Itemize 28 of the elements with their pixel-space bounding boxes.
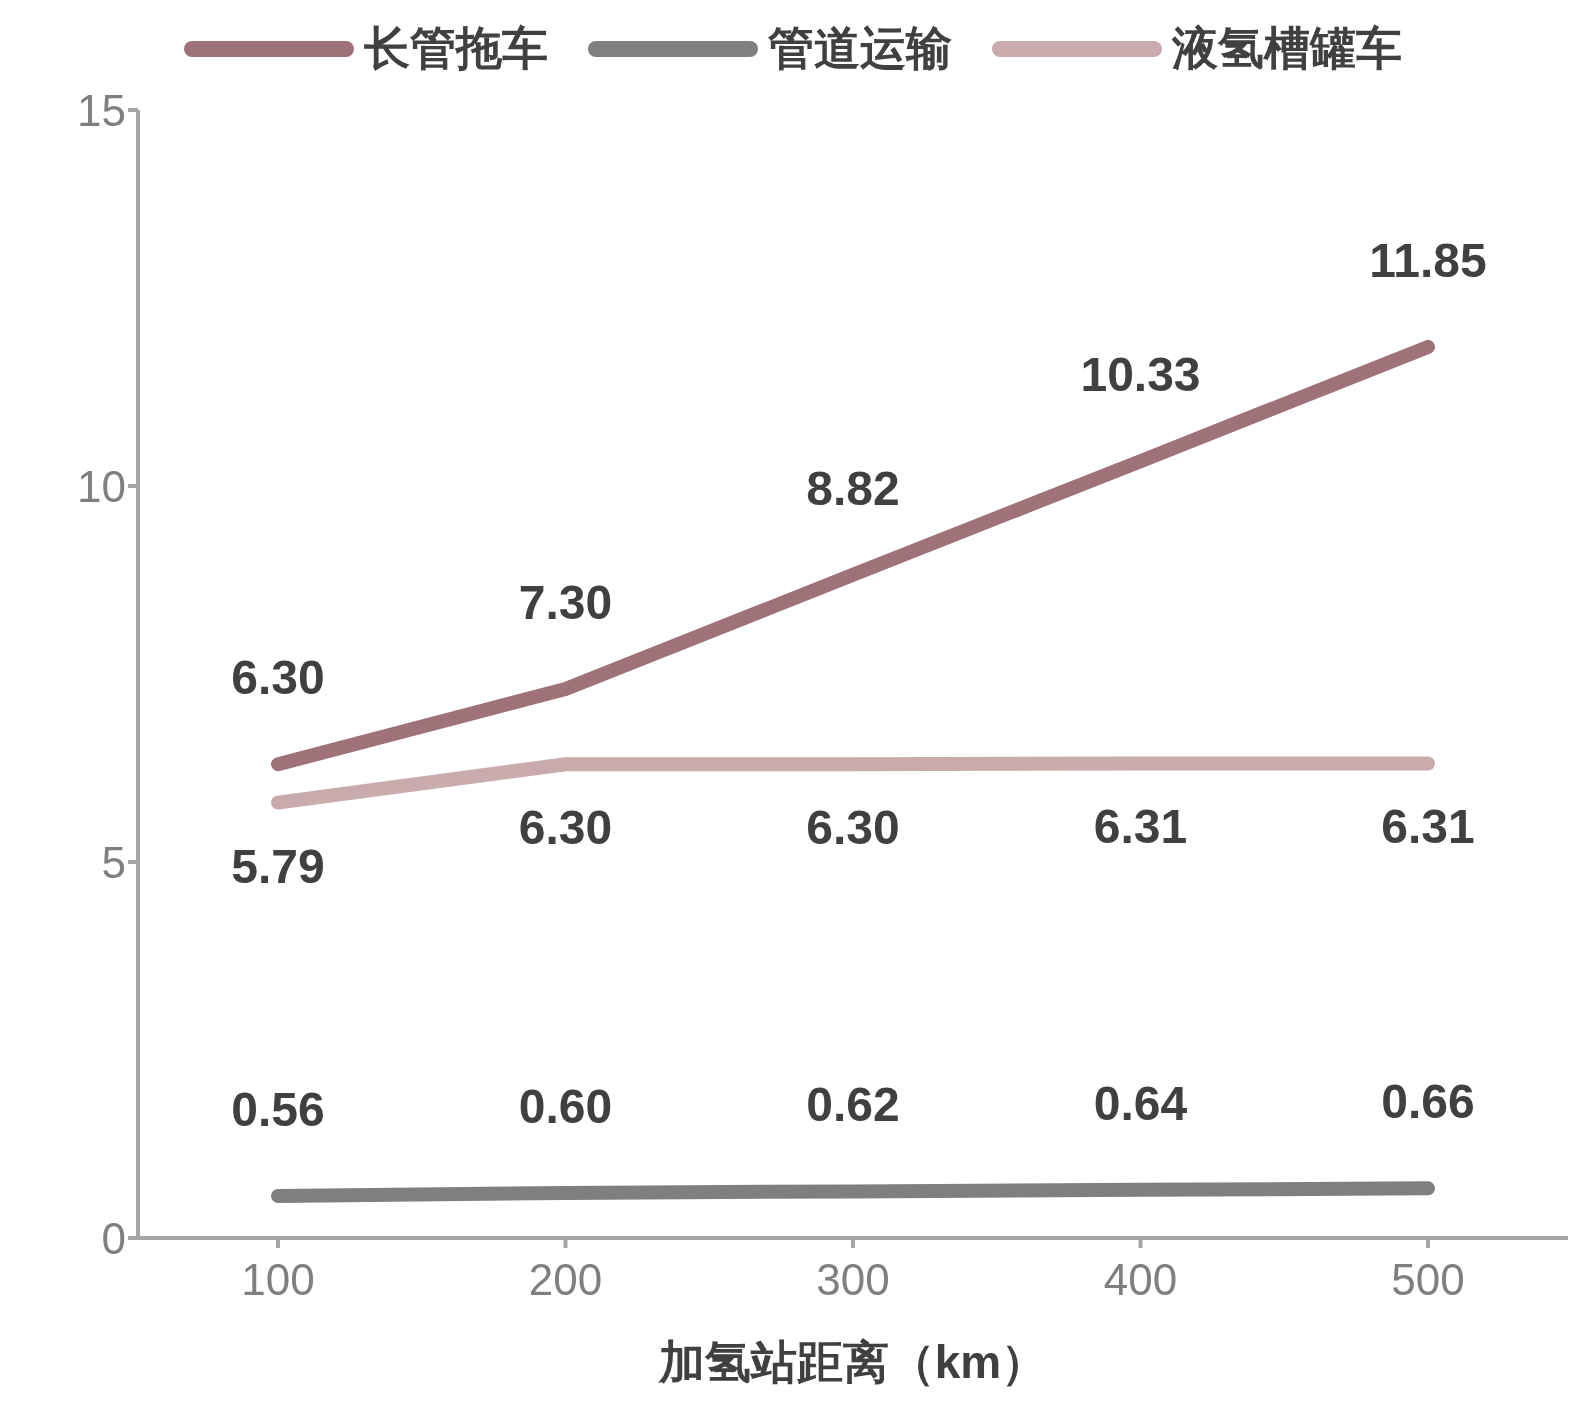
x-tick-label: 100 xyxy=(241,1255,315,1305)
x-axis-title: 加氢站距离（km） xyxy=(656,1336,1048,1388)
data-label: 6.31 xyxy=(1381,800,1475,854)
legend-label: 长管拖车 xyxy=(364,21,548,76)
data-label: 6.31 xyxy=(1093,800,1188,854)
data-label: 0.64 xyxy=(1093,1076,1188,1130)
x-tick-label: 300 xyxy=(816,1255,890,1305)
data-label: 7.30 xyxy=(518,576,613,630)
y-tick-label: 15 xyxy=(77,85,126,135)
x-tick-label: 200 xyxy=(528,1255,603,1305)
y-tick-label: 5 xyxy=(101,837,126,887)
data-label: 8.82 xyxy=(806,461,900,515)
legend-label: 液氢槽罐车 xyxy=(1172,21,1402,76)
x-tick-label: 400 xyxy=(1103,1255,1178,1305)
data-label: 0.56 xyxy=(231,1082,325,1136)
data-label: 10.33 xyxy=(1080,348,1201,402)
legend-label: 管道运输 xyxy=(768,21,952,76)
x-tick-label: 500 xyxy=(1391,1255,1465,1305)
y-tick-label: 0 xyxy=(101,1213,126,1263)
data-label: 6.30 xyxy=(231,651,325,705)
data-label: 0.62 xyxy=(806,1078,900,1132)
y-tick-label: 10 xyxy=(77,461,126,511)
data-label: 6.30 xyxy=(518,801,613,855)
data-label: 0.66 xyxy=(1381,1075,1475,1129)
data-label: 11.85 xyxy=(1369,233,1487,287)
data-label: 6.30 xyxy=(806,801,900,855)
data-label: 0.60 xyxy=(518,1079,613,1133)
data-label: 5.79 xyxy=(231,839,325,893)
